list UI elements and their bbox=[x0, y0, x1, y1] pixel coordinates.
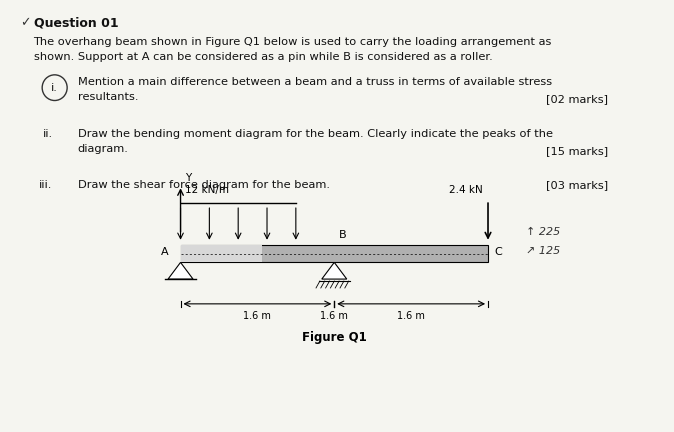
Polygon shape bbox=[168, 262, 193, 279]
Text: B: B bbox=[339, 230, 346, 240]
Text: Question 01: Question 01 bbox=[34, 16, 118, 30]
Text: ✓: ✓ bbox=[20, 16, 30, 30]
Text: [03 marks]: [03 marks] bbox=[546, 181, 608, 191]
Text: 1.6 m: 1.6 m bbox=[243, 311, 272, 321]
Text: [02 marks]: [02 marks] bbox=[546, 94, 608, 104]
Text: C: C bbox=[495, 247, 503, 257]
Text: Draw the shear force diagram for the beam.: Draw the shear force diagram for the bea… bbox=[78, 181, 330, 191]
Text: Y: Y bbox=[185, 173, 191, 184]
Text: The overhang beam shown in Figure Q1 below is used to carry the loading arrangem: The overhang beam shown in Figure Q1 bel… bbox=[34, 37, 552, 62]
Text: i.: i. bbox=[51, 83, 58, 93]
Polygon shape bbox=[321, 262, 346, 279]
Text: 1.6 m: 1.6 m bbox=[320, 311, 348, 321]
Text: A: A bbox=[161, 247, 169, 257]
Text: ↑ 225: ↑ 225 bbox=[526, 227, 561, 237]
Text: Draw the bending moment diagram for the beam. Clearly indicate the peaks of the
: Draw the bending moment diagram for the … bbox=[78, 129, 553, 154]
Text: Figure Q1: Figure Q1 bbox=[302, 331, 367, 344]
Text: iii.: iii. bbox=[39, 181, 53, 191]
Text: 1.6 m: 1.6 m bbox=[397, 311, 425, 321]
Text: [15 marks]: [15 marks] bbox=[546, 146, 608, 156]
Text: 12 kN/m: 12 kN/m bbox=[185, 185, 229, 195]
Text: 2.4 kN: 2.4 kN bbox=[450, 185, 483, 195]
Text: ii.: ii. bbox=[43, 129, 53, 139]
FancyBboxPatch shape bbox=[181, 245, 488, 262]
Text: Mention a main difference between a beam and a truss in terms of available stres: Mention a main difference between a beam… bbox=[78, 77, 552, 102]
Text: ↗ 125: ↗ 125 bbox=[526, 247, 561, 257]
FancyBboxPatch shape bbox=[181, 245, 262, 262]
